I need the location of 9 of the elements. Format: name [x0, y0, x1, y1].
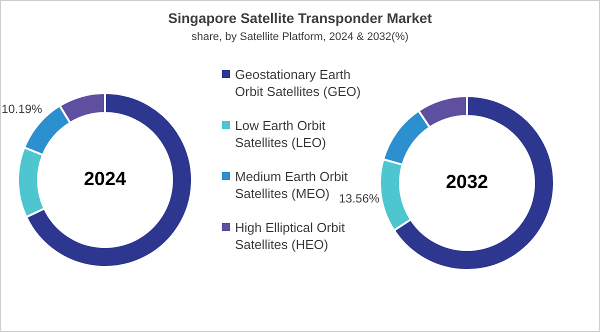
chart-title: Singapore Satellite Transponder Market [167, 10, 433, 26]
legend-label: Geostationary Earth Orbit Satellites (GEO) [235, 66, 362, 100]
data-label: 13.56% [338, 192, 380, 206]
text: 2032 [446, 172, 488, 194]
legend-label: High Elliptical Orbit Satellites (HEO) [235, 219, 346, 253]
text: 2024 [84, 169, 127, 190]
legend-label: Low Earth Orbit Satellites (LEO) [235, 117, 328, 151]
chart-subtitle: share, by Satellite Platform, 2024 & 2032(%) [190, 31, 410, 43]
data-label: 10.19% [2, 102, 43, 116]
